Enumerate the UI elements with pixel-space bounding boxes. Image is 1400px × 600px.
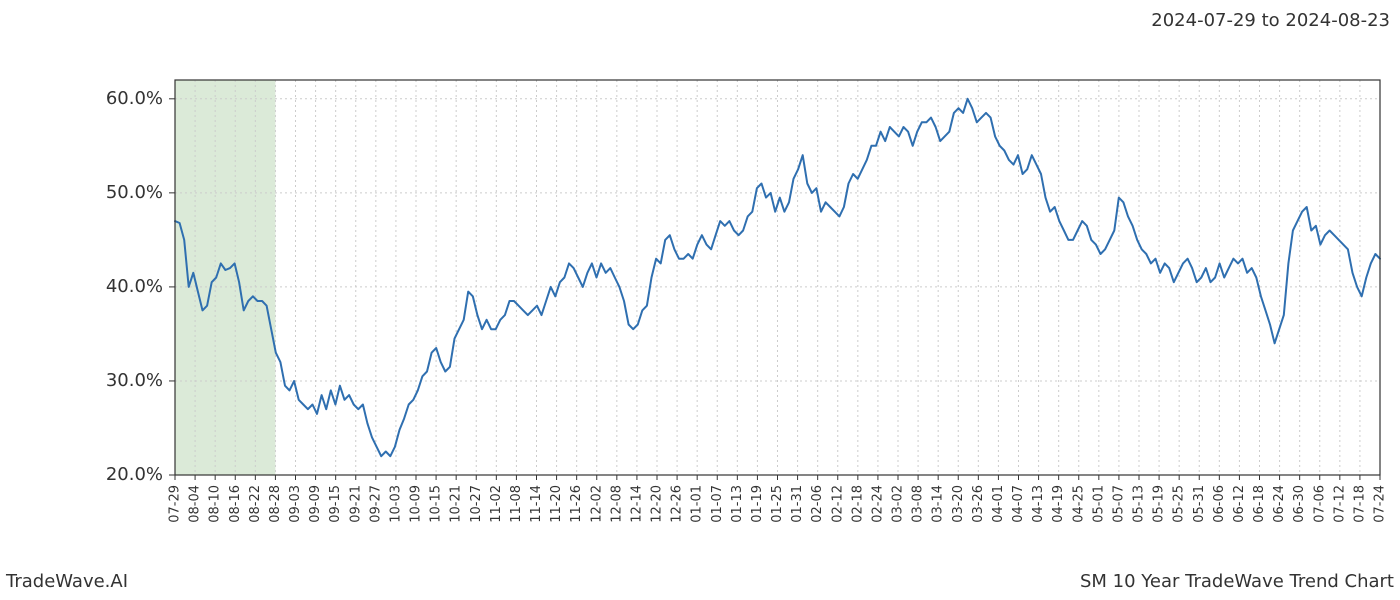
svg-text:02-18: 02-18 [850, 485, 865, 523]
svg-text:09-09: 09-09 [308, 485, 323, 523]
svg-text:07-29: 07-29 [168, 485, 183, 523]
svg-text:04-13: 04-13 [1031, 485, 1046, 523]
svg-text:03-20: 03-20 [951, 485, 966, 523]
svg-text:05-25: 05-25 [1172, 485, 1187, 523]
svg-text:05-01: 05-01 [1091, 485, 1106, 523]
svg-text:02-24: 02-24 [870, 485, 885, 523]
svg-text:12-14: 12-14 [629, 485, 644, 523]
svg-text:04-19: 04-19 [1051, 485, 1066, 523]
svg-text:05-31: 05-31 [1192, 485, 1207, 523]
svg-text:03-26: 03-26 [971, 485, 986, 523]
svg-text:08-04: 08-04 [188, 485, 203, 523]
svg-text:08-10: 08-10 [208, 485, 223, 523]
svg-text:10-09: 10-09 [409, 485, 424, 523]
svg-text:60.0%: 60.0% [106, 88, 163, 109]
svg-text:01-07: 01-07 [710, 485, 725, 523]
svg-text:05-07: 05-07 [1111, 485, 1126, 523]
svg-text:02-06: 02-06 [810, 485, 825, 523]
svg-text:08-28: 08-28 [268, 485, 283, 523]
trend-line-chart: 20.0% 30.0% 40.0% 50.0% 60.0% 07-29 08-04 08-10… [0, 40, 1400, 560]
svg-text:01-19: 01-19 [750, 485, 765, 523]
svg-text:10-27: 10-27 [469, 485, 484, 523]
svg-text:07-12: 07-12 [1332, 485, 1347, 523]
svg-text:11-26: 11-26 [569, 485, 584, 523]
svg-text:07-18: 07-18 [1352, 485, 1367, 523]
svg-text:11-14: 11-14 [529, 485, 544, 523]
svg-text:01-13: 01-13 [730, 485, 745, 523]
svg-text:03-14: 03-14 [931, 485, 946, 523]
svg-text:01-01: 01-01 [690, 485, 705, 523]
svg-text:01-31: 01-31 [790, 485, 805, 523]
svg-text:03-02: 03-02 [891, 485, 906, 523]
svg-text:10-03: 10-03 [388, 485, 403, 523]
svg-text:10-15: 10-15 [429, 485, 444, 523]
chart-container: 20.0% 30.0% 40.0% 50.0% 60.0% 07-29 08-04 08-10… [0, 40, 1400, 560]
svg-text:04-01: 04-01 [991, 485, 1006, 523]
svg-text:11-20: 11-20 [549, 485, 564, 523]
svg-text:08-16: 08-16 [228, 485, 243, 523]
chart-title-label: SM 10 Year TradeWave Trend Chart [1080, 571, 1394, 592]
svg-text:12-26: 12-26 [670, 485, 685, 523]
svg-text:04-25: 04-25 [1071, 485, 1086, 523]
svg-text:03-08: 03-08 [911, 485, 926, 523]
svg-text:20.0%: 20.0% [106, 464, 163, 485]
svg-text:09-15: 09-15 [328, 485, 343, 523]
svg-text:01-25: 01-25 [770, 485, 785, 523]
svg-text:10-21: 10-21 [449, 485, 464, 523]
svg-text:11-02: 11-02 [489, 485, 504, 523]
svg-text:12-08: 12-08 [609, 485, 624, 523]
svg-text:06-24: 06-24 [1272, 485, 1287, 523]
svg-text:06-06: 06-06 [1212, 485, 1227, 523]
svg-text:07-06: 07-06 [1312, 485, 1327, 523]
svg-text:06-18: 06-18 [1252, 485, 1267, 523]
svg-text:07-24: 07-24 [1373, 485, 1388, 523]
svg-text:09-27: 09-27 [368, 485, 383, 523]
svg-text:09-03: 09-03 [288, 485, 303, 523]
date-range-label: 2024-07-29 to 2024-08-23 [1151, 10, 1390, 31]
svg-text:09-21: 09-21 [348, 485, 363, 523]
svg-text:40.0%: 40.0% [106, 276, 163, 297]
brand-label: TradeWave.AI [6, 571, 128, 592]
svg-text:05-13: 05-13 [1132, 485, 1147, 523]
svg-text:06-12: 06-12 [1232, 485, 1247, 523]
svg-text:12-02: 12-02 [589, 485, 604, 523]
svg-text:11-08: 11-08 [509, 485, 524, 523]
svg-text:50.0%: 50.0% [106, 182, 163, 203]
svg-text:12-20: 12-20 [650, 485, 665, 523]
svg-text:08-22: 08-22 [248, 485, 263, 523]
svg-text:30.0%: 30.0% [106, 370, 163, 391]
svg-text:05-19: 05-19 [1152, 485, 1167, 523]
svg-text:04-07: 04-07 [1011, 485, 1026, 523]
svg-text:02-12: 02-12 [830, 485, 845, 523]
svg-text:06-30: 06-30 [1292, 485, 1307, 523]
